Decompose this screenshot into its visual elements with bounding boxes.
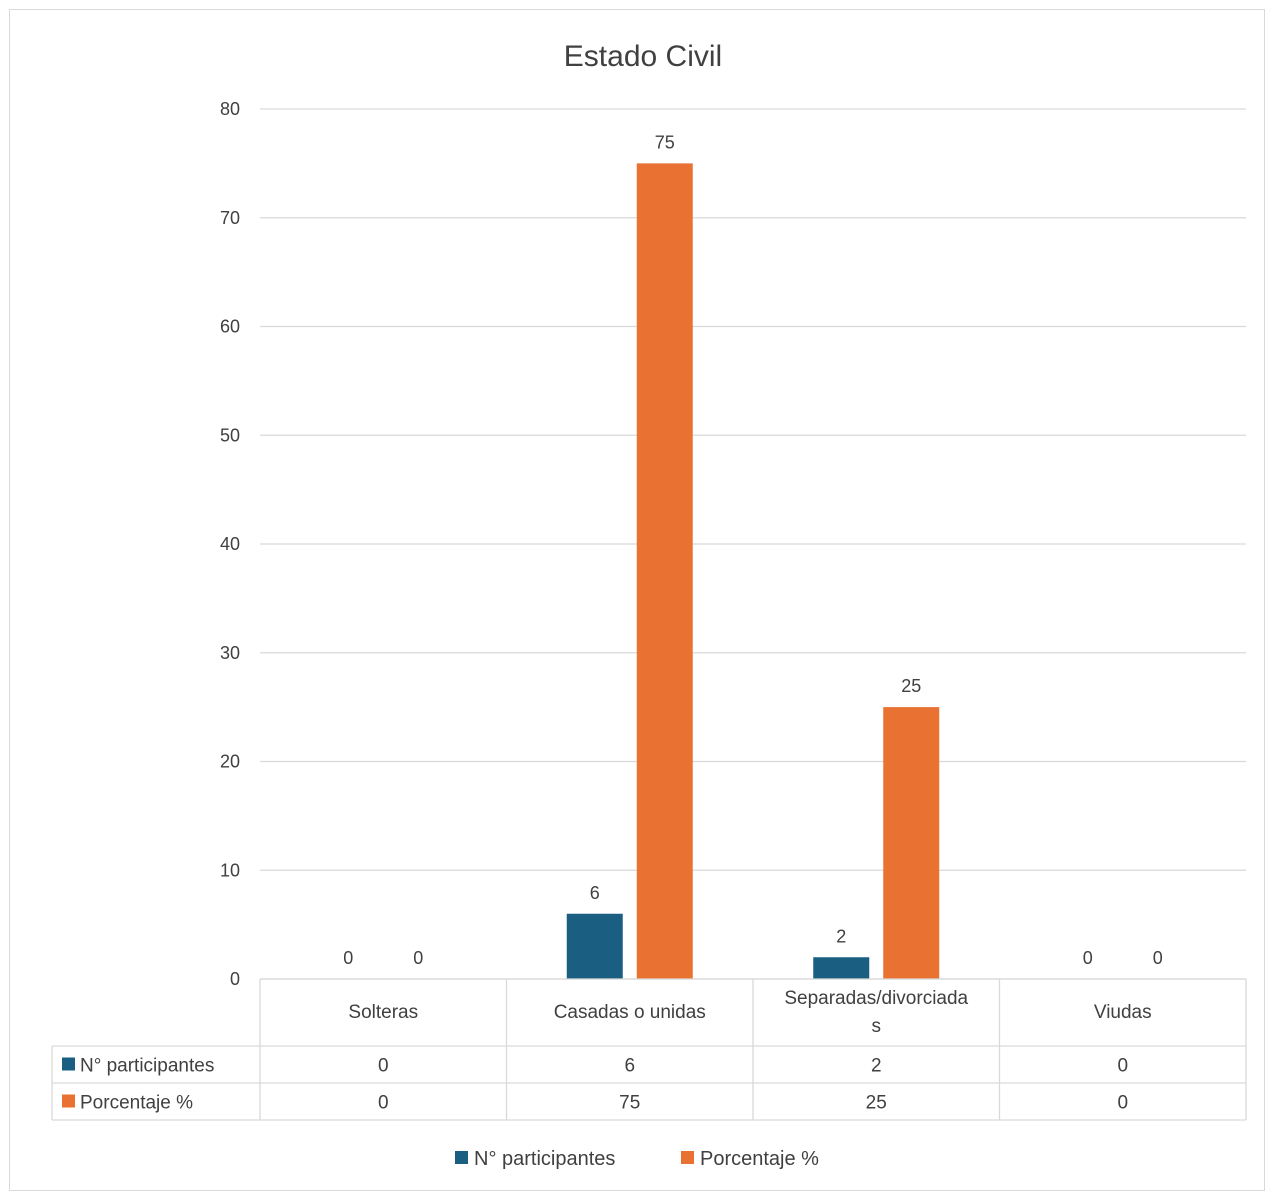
legend-key [681,1151,694,1164]
legend-label: N° participantes [474,1148,615,1170]
data-label: 25 [901,676,921,696]
y-tick-label: 0 [230,969,240,989]
table-legend-key [62,1094,75,1108]
table-header-cell: Solteras [348,1002,418,1023]
table-header-cell: Viudas [1094,1002,1152,1023]
table-cell: 0 [378,1056,389,1077]
y-tick-label: 40 [220,534,240,554]
grid-lines [260,108,1246,980]
y-tick-label: 70 [220,208,240,228]
data-label: 2 [836,926,846,946]
y-tick-label: 80 [220,99,240,119]
legend: N° participantes Porcentaje % [455,1148,819,1170]
table-row-label: N° participantes [80,1056,214,1077]
bar [566,913,623,979]
bars [566,163,940,979]
data-label: 0 [1153,948,1163,968]
y-tick-label: 10 [220,860,240,880]
y-tick-label: 50 [220,425,240,445]
table-legend-key [62,1057,75,1071]
table-header-cell: Separadas/divorciada s [784,988,968,1037]
data-label: 0 [1083,948,1093,968]
table-cell: 25 [866,1093,887,1114]
table-cell: 0 [1117,1093,1128,1114]
table-cell: 6 [624,1056,635,1077]
data-label: 75 [655,132,675,152]
bar [636,163,693,979]
table-cell: 0 [1117,1056,1128,1077]
legend-label: Porcentaje % [700,1148,819,1170]
data-table: Solteras Casadas o unidas Separadas/divorc… [51,978,1247,1121]
legend-key [455,1151,468,1164]
data-labels: 0 0 6 75 2 25 0 0 [343,132,1163,968]
data-label: 0 [343,948,353,968]
table-cell: 0 [378,1093,389,1114]
table-cell: 2 [871,1056,882,1077]
bar [813,957,870,979]
y-tick-label: 30 [220,643,240,663]
bar [883,707,940,979]
data-label: 0 [413,948,423,968]
y-tick-label: 20 [220,752,240,772]
chart-title: Estado Civil [564,40,722,73]
data-label: 6 [590,883,600,903]
table-row-label: Porcentaje % [80,1093,193,1114]
table-header-cell: Casadas o unidas [554,1002,706,1023]
y-tick-label: 60 [220,317,240,337]
table-cell: 75 [619,1093,640,1114]
y-axis-ticks: 0 10 20 30 40 50 60 70 80 [220,99,240,989]
